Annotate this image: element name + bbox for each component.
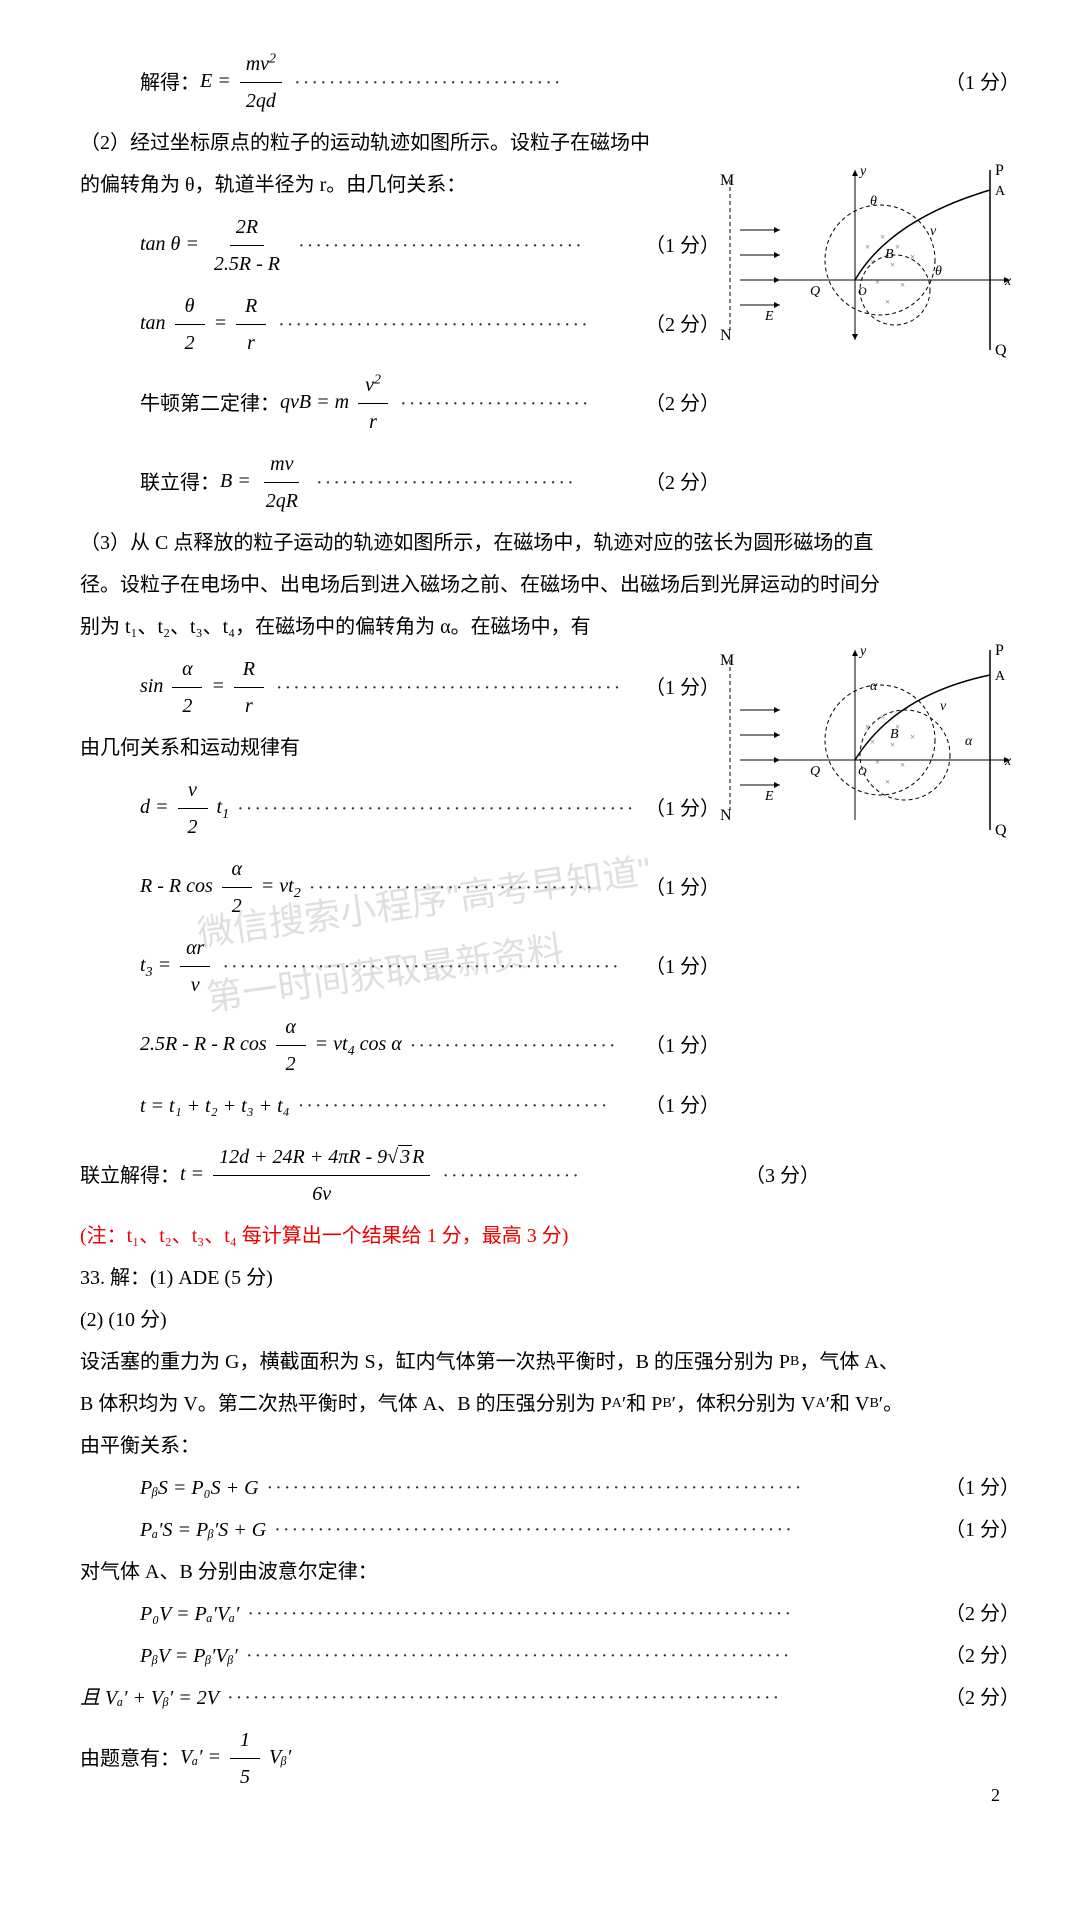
svg-text:×: × — [875, 277, 880, 287]
svg-text:θ: θ — [870, 194, 877, 209]
eq-line-p33e: 且 Vₐ′ + Vᵦ′ = 2V ·······················… — [80, 1680, 1020, 1716]
svg-text:×: × — [900, 280, 905, 290]
eq-line-11: t = t₁ + t₂ + t₃ + t₄ ··················… — [80, 1088, 720, 1124]
eq-line-13: PᵦS = P₀S + G ··························… — [80, 1470, 1020, 1506]
svg-text:×: × — [890, 260, 895, 270]
eq-line-4: 牛顿第二定律： qvB = m v2r ····················… — [80, 367, 720, 440]
p33b: B 体积均为 V。第二次热平衡时，气体 A、B 的压强分别为 PA′和 PB′，… — [80, 1386, 1020, 1422]
eq-line-6: sin α2 = Rr ····························… — [80, 651, 720, 724]
svg-text:×: × — [865, 722, 870, 732]
svg-text:α: α — [870, 679, 878, 694]
eq-line-14: Pₐ′S = Pᵦ′S + G ························… — [80, 1512, 1020, 1548]
eq-line-15: P₀V = Pₐ′Vₐ′ ···························… — [80, 1596, 1020, 1632]
svg-text:x: x — [1004, 274, 1012, 289]
svg-text:×: × — [900, 760, 905, 770]
svg-text:×: × — [880, 232, 885, 242]
eq-line-12: 联立解得： t = 12d + 24R + 4πR - 93R 6v ·····… — [80, 1139, 820, 1212]
svg-text:×: × — [895, 722, 900, 732]
svg-text:×: × — [885, 777, 890, 787]
eq-line-1: 解得： E = mv22qd ·························… — [80, 46, 1020, 119]
svg-text:E: E — [764, 789, 774, 804]
note-red: (注：t₁、t₂、t₃、t₄ 每计算出一个结果给 1 分，最高 3 分) — [80, 1218, 1020, 1254]
svg-text:N: N — [720, 327, 732, 344]
svg-text:N: N — [720, 807, 732, 824]
physics-diagram-2: M N P Q A x y α α E B Q O v ××× ××× ××× — [710, 640, 1020, 840]
svg-text:P: P — [995, 642, 1004, 659]
svg-text:×: × — [890, 740, 895, 750]
svg-text:x: x — [1004, 754, 1012, 769]
eq-line-5: 联立得： B = mv2qR ·························… — [80, 446, 720, 519]
score: （1 分） — [945, 65, 1020, 101]
eq-line-3: tan θ2 = Rr ····························… — [80, 288, 720, 361]
svg-text:E: E — [764, 309, 774, 324]
svg-text:Q: Q — [810, 764, 820, 779]
svg-text:α: α — [965, 734, 973, 749]
eq-line-17: 由题意有： Vₐ′ = 15 Vᵦ′ — [80, 1722, 1020, 1795]
svg-text:v: v — [930, 224, 937, 239]
svg-text:v: v — [940, 699, 947, 714]
eq-line-7: d = v2 t1 ······························… — [80, 772, 720, 845]
svg-text:A: A — [995, 184, 1006, 199]
svg-text:O: O — [858, 284, 867, 298]
svg-text:×: × — [880, 712, 885, 722]
svg-text:×: × — [910, 252, 915, 262]
eq-line-9: t3 = αrv ·······························… — [80, 930, 720, 1003]
q33-2: (2) (10 分) — [80, 1302, 1020, 1338]
para-3b: 径。设粒子在电场中、出电场后到进入磁场之前、在磁场中、出磁场后到光屏运动的时间分 — [80, 567, 1020, 603]
svg-text:×: × — [870, 257, 875, 267]
eq-line-10: 2.5R - R - R cos α2 = vt4 cos α ········… — [80, 1009, 720, 1082]
para-3a: （3）从 C 点释放的粒子运动的轨迹如图所示，在磁场中，轨迹对应的弦长为圆形磁场… — [80, 525, 1020, 561]
eq-line-8: R - R cos α2 = vt2 ·····················… — [80, 851, 720, 924]
svg-text:O: O — [858, 764, 867, 778]
page-number: 2 — [991, 1779, 1000, 1811]
eq: E = mv22qd — [200, 46, 286, 119]
svg-text:y: y — [858, 644, 867, 659]
label-solve: 解得： — [140, 65, 200, 101]
eq-line-2: tan θ = 2R2.5R - R ·····················… — [80, 209, 720, 282]
svg-text:×: × — [895, 242, 900, 252]
para-2a: （2）经过坐标原点的粒子的运动轨迹如图所示。设粒子在磁场中 — [80, 125, 1020, 161]
svg-text:Q: Q — [995, 822, 1007, 839]
svg-text:A: A — [995, 669, 1006, 684]
svg-text:P: P — [995, 162, 1004, 179]
p33d: 对气体 A、B 分别由波意尔定律： — [80, 1554, 1020, 1590]
physics-diagram-1: M N P Q A x y θ θ E B Q O v ××× ××× ××× — [710, 160, 1020, 360]
svg-text:Q: Q — [810, 284, 820, 299]
p33c: 由平衡关系： — [80, 1428, 1020, 1464]
svg-text:×: × — [885, 297, 890, 307]
svg-text:×: × — [875, 757, 880, 767]
svg-text:M: M — [720, 652, 734, 669]
eq-line-16: PᵦV = Pᵦ′Vᵦ′ ···························… — [80, 1638, 1020, 1674]
svg-text:M: M — [720, 172, 734, 189]
svg-text:θ: θ — [935, 264, 942, 279]
svg-text:×: × — [870, 737, 875, 747]
svg-text:×: × — [865, 242, 870, 252]
p33a: 设活塞的重力为 G，横截面积为 S，缸内气体第一次热平衡时，B 的压强分别为 P… — [80, 1344, 1020, 1380]
q33-1: 33. 解：(1) ADE (5 分) — [80, 1260, 1020, 1296]
dots: ······························· — [294, 65, 937, 101]
svg-text:×: × — [910, 732, 915, 742]
svg-text:Q: Q — [995, 342, 1007, 359]
svg-text:y: y — [858, 164, 867, 179]
